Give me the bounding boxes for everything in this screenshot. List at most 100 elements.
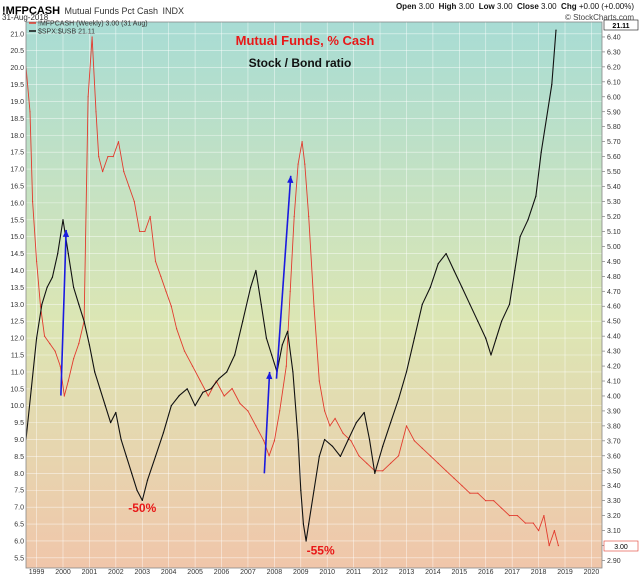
right-tick-label: 3.30 xyxy=(607,498,621,505)
series-point-ratio xyxy=(331,445,334,447)
series-point-cash xyxy=(223,395,225,397)
right-tick-label: 6.30 xyxy=(607,49,621,56)
series-point-cash xyxy=(49,343,51,345)
left-tick-label: 19.0 xyxy=(10,99,24,106)
series-point-ratio xyxy=(398,398,400,400)
trend-arrow-head xyxy=(266,371,273,380)
series-point-cash xyxy=(149,215,151,218)
series-point-cash xyxy=(199,380,201,382)
series-point-cash xyxy=(43,335,46,337)
exchange: INDX xyxy=(162,6,185,16)
x-tick-label: 2016 xyxy=(478,569,494,576)
stockcharts-logo[interactable]: © StockCharts.com xyxy=(564,13,634,22)
series-point-cash xyxy=(538,530,540,532)
right-tick-label: 5.30 xyxy=(607,199,621,206)
right-tick-label: 3.70 xyxy=(607,438,621,445)
series-point-cash xyxy=(170,305,172,307)
series-point-ratio xyxy=(461,286,463,288)
series-point-cash xyxy=(73,358,75,360)
series-point-cash xyxy=(445,470,447,472)
x-tick-label: 2008 xyxy=(267,569,283,576)
x-tick-label: 2012 xyxy=(372,569,388,576)
right-tick-label: 5.60 xyxy=(607,154,621,161)
left-tick-label: 16.5 xyxy=(10,183,24,190)
series-point-cash xyxy=(239,402,241,405)
right-tick-label: 5.00 xyxy=(607,244,621,251)
series-point-ratio xyxy=(83,320,85,322)
x-tick-label: 2000 xyxy=(55,569,71,576)
open-value: 3.00 xyxy=(418,2,435,11)
series-point-ratio xyxy=(390,422,392,424)
series-point-cash xyxy=(133,200,135,203)
left-tick-label: 14.5 xyxy=(10,251,24,258)
series-point-cash xyxy=(207,395,209,397)
left-tick-label: 18.0 xyxy=(10,133,24,140)
series-point-cash xyxy=(382,470,384,472)
right-tick-label: 4.40 xyxy=(607,334,621,341)
series-point-cash xyxy=(429,455,431,457)
series-point-ratio xyxy=(535,195,537,197)
series-point-cash xyxy=(553,530,556,532)
x-tick-label: 2006 xyxy=(214,569,230,576)
x-tick-label: 2002 xyxy=(108,569,124,576)
series-point-cash xyxy=(342,432,344,434)
series-point-ratio xyxy=(477,320,479,322)
series-point-cash xyxy=(318,380,320,382)
series-point-ratio xyxy=(339,455,341,457)
series-point-ratio xyxy=(527,219,529,221)
right-tick-label: 5.70 xyxy=(607,139,621,146)
close-value: 3.00 xyxy=(541,2,557,11)
series-point-ratio xyxy=(218,378,220,380)
left-tick-label: 12.0 xyxy=(10,336,24,343)
right-tick-label: 3.10 xyxy=(607,528,621,535)
series-point-cash xyxy=(102,171,104,173)
chart-title: Mutual Funds, % Cash xyxy=(236,33,375,48)
left-tick-label: 13.5 xyxy=(10,285,24,292)
left-tick-label: 11.5 xyxy=(11,353,24,360)
legend-cash: !MFPCASH (Weekly) 3.00 (31 Aug) xyxy=(38,21,148,28)
series-point-ratio xyxy=(186,388,188,390)
series-point-ratio xyxy=(281,344,283,346)
series-point-cash xyxy=(485,500,487,502)
series-point-cash xyxy=(334,417,336,419)
left-tick-label: 17.0 xyxy=(10,167,24,174)
series-point-ratio xyxy=(51,276,54,278)
low-label: Low xyxy=(478,2,495,11)
series-point-ratio xyxy=(265,337,267,339)
series-point-ratio xyxy=(210,388,212,390)
series-point-ratio xyxy=(104,405,106,407)
right-tick-label: 3.90 xyxy=(607,408,621,415)
right-tick-label: 5.40 xyxy=(607,184,621,191)
series-point-cash xyxy=(154,260,157,262)
plot-frame xyxy=(25,21,603,569)
series-point-ratio xyxy=(94,371,96,373)
right-tick-label: 3.20 xyxy=(607,513,621,520)
series-point-ratio xyxy=(194,405,196,407)
series-point-cash xyxy=(255,425,257,427)
series-point-ratio xyxy=(30,388,32,390)
series-point-ratio xyxy=(324,438,326,441)
series-point-ratio xyxy=(88,344,90,346)
badge-cash-last xyxy=(603,540,639,552)
series-point-ratio xyxy=(62,219,64,221)
series-point-cash xyxy=(398,455,400,457)
series-point-cash xyxy=(358,455,360,457)
right-tick-label: 4.10 xyxy=(607,379,621,386)
series-point-ratio xyxy=(162,432,164,434)
left-tick-label: 21.0 xyxy=(10,31,24,38)
right-tick-label: 3.50 xyxy=(607,468,621,475)
symbol-line: !MFPCASH Mutual Funds Pct Cash INDX xyxy=(2,1,184,19)
series-point-ratio xyxy=(36,337,38,339)
series-point-ratio xyxy=(292,371,294,373)
series-point-cash xyxy=(63,395,65,397)
drawdown-annotation: -50% xyxy=(128,501,156,515)
right-tick-label: 5.20 xyxy=(607,214,621,221)
x-tick-label: 1999 xyxy=(29,569,45,576)
series-point-ratio xyxy=(255,269,257,272)
series-point-ratio xyxy=(313,489,315,491)
chg-label: Chg xyxy=(561,2,577,11)
series-point-ratio xyxy=(146,479,149,481)
series-point-ratio xyxy=(57,253,59,255)
series-point-cash xyxy=(231,387,233,390)
right-tick-label: 4.30 xyxy=(607,349,621,356)
